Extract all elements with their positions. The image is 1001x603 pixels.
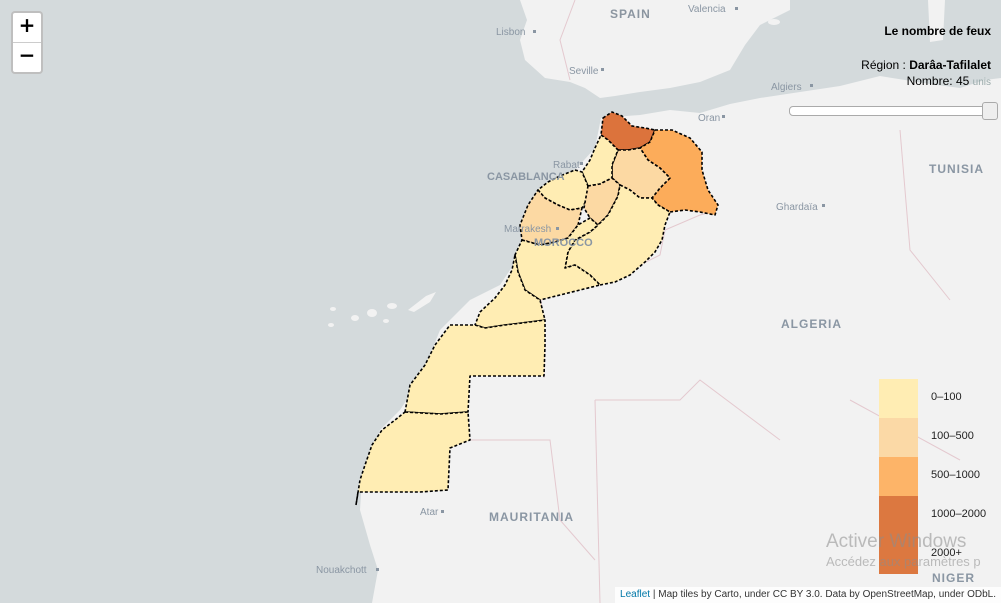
label-oran: Oran: [698, 113, 720, 124]
legend-swatch: [879, 457, 918, 496]
info-title: Le nombre de feux: [884, 24, 991, 38]
label-nouakchott: Nouakchott: [316, 565, 367, 576]
region-oriental[interactable]: [639, 129, 719, 216]
legend-swatch: [879, 379, 918, 418]
label-algeria: ALGERIA: [781, 317, 842, 331]
slider-thumb[interactable]: [982, 102, 998, 120]
label-seville: Seville: [569, 66, 599, 77]
zoom-in-button[interactable]: +: [18, 13, 36, 37]
windows-activation-watermark: Activer Windows Accédez aux paramètres p: [826, 531, 981, 569]
legend-item: 100–500: [879, 418, 999, 457]
label-niger: NIGER: [932, 571, 975, 585]
label-spain: SPAIN: [610, 7, 651, 21]
legend-label: 500–1000: [931, 469, 980, 481]
count-unit: unis: [972, 77, 991, 88]
region-dakhla[interactable]: [355, 411, 471, 506]
watermark-line2: Accédez aux paramètres p: [826, 554, 981, 569]
label-ghardaia: Ghardaïa: [776, 202, 818, 213]
legend: 0–100 100–500 500–1000 1000–2000 2000+: [879, 379, 999, 575]
region-label: Région :: [861, 58, 910, 72]
legend-item: 2000+: [879, 535, 999, 574]
label-lisbon: Lisbon: [496, 27, 525, 38]
count-value: 45: [955, 74, 970, 88]
attribution-text: | Map tiles by Carto, under CC BY 3.0. D…: [650, 589, 996, 600]
count-label: Nombre:: [906, 74, 956, 88]
land-iberia: [520, 0, 790, 98]
label-mauritania: MAURITANIA: [489, 510, 574, 524]
label-algiers: Algiers: [771, 82, 802, 93]
legend-label: 2000+: [931, 547, 962, 559]
label-rabat: Rabat: [553, 160, 580, 171]
legend-item: 1000–2000: [879, 496, 999, 535]
info-panel: Le nombre de feux Région : Darâa-Tafilal…: [761, 24, 991, 88]
label-morocco: MOROCCO: [534, 237, 593, 249]
legend-swatch: [879, 418, 918, 457]
slider-track[interactable]: [789, 106, 991, 116]
legend-label: 1000–2000: [931, 508, 987, 520]
choropleth-regions[interactable]: [355, 111, 719, 506]
region-laayoune[interactable]: [404, 319, 546, 415]
legend-item: 500–1000: [879, 457, 999, 496]
legend-label: 0–100: [931, 391, 962, 403]
region-slider[interactable]: [789, 102, 998, 120]
info-region: Région : Darâa-Tafilalet: [761, 58, 991, 72]
region-value: Darâa-Tafilalet: [909, 58, 991, 72]
label-tunisia: TUNISIA: [929, 162, 984, 176]
zoom-out-button[interactable]: −: [13, 42, 41, 72]
label-valencia: Valencia: [688, 4, 726, 15]
legend-label: 100–500: [931, 430, 974, 442]
attribution: Leaflet | Map tiles by Carto, under CC B…: [615, 587, 1001, 603]
watermark-line1: Activer Windows: [826, 531, 967, 552]
info-count: Nombre: 45 unis: [761, 74, 991, 88]
leaflet-link[interactable]: Leaflet: [620, 589, 651, 600]
label-marrakesh: Marrakesh: [504, 224, 551, 235]
canary-islands: [328, 292, 436, 327]
legend-item: 0–100: [879, 379, 999, 418]
label-atar: Atar: [420, 507, 439, 518]
region-beni-mellal[interactable]: [583, 177, 621, 226]
land-africa: [360, 76, 1001, 603]
legend-swatch: [879, 496, 918, 535]
legend-swatch: [879, 535, 918, 574]
zoom-control: + −: [11, 11, 43, 74]
region-marrakech-safi[interactable]: [519, 189, 583, 246]
label-casablanca: CASABLANCA: [487, 171, 565, 183]
